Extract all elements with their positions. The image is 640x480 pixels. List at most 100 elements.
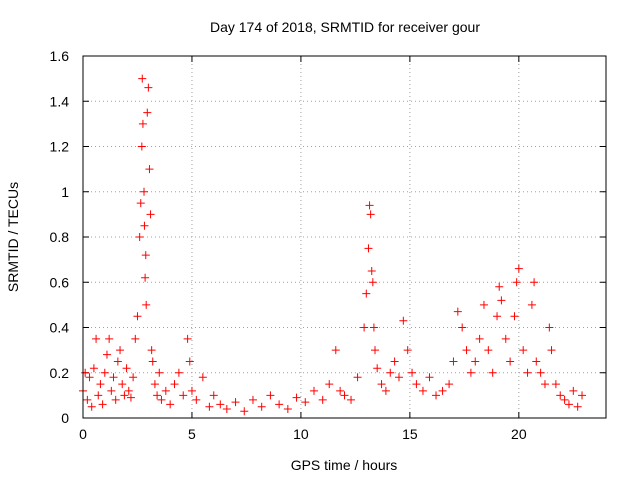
- data-point: [81, 368, 90, 377]
- data-point: [116, 346, 125, 355]
- gridlines: [83, 56, 606, 418]
- data-point: [569, 386, 578, 395]
- data-point: [92, 334, 101, 343]
- data-point: [556, 391, 565, 400]
- data-point: [540, 380, 549, 389]
- data-point: [347, 395, 356, 404]
- data-point: [102, 350, 111, 359]
- data-point: [551, 380, 560, 389]
- data-point: [532, 357, 541, 366]
- data-point: [100, 368, 109, 377]
- data-point: [113, 357, 122, 366]
- data-point: [365, 201, 374, 210]
- data-point: [309, 386, 318, 395]
- data-point: [105, 334, 114, 343]
- data-point: [145, 165, 154, 174]
- data-point: [98, 400, 107, 409]
- data-point: [510, 312, 519, 321]
- x-tick-label: 5: [188, 426, 196, 442]
- data-point: [514, 264, 523, 273]
- data-point: [530, 278, 539, 287]
- x-axis-label: GPS time / hours: [291, 457, 398, 473]
- data-point: [148, 357, 157, 366]
- data-point: [418, 386, 427, 395]
- data-point: [198, 373, 207, 382]
- data-point: [143, 108, 152, 117]
- data-point: [479, 300, 488, 309]
- data-point: [364, 244, 373, 253]
- data-point: [231, 398, 240, 407]
- data-point: [137, 142, 146, 151]
- data-point: [373, 364, 382, 373]
- data-point: [153, 391, 162, 400]
- y-tick-labels: 0 0.2 0.4 0.6 0.8 1 1.2 1.4 1.6: [50, 48, 70, 426]
- y-axis-label: SRMTID / TECUs: [5, 182, 21, 292]
- data-point: [471, 357, 480, 366]
- data-point: [475, 334, 484, 343]
- data-point: [179, 391, 188, 400]
- data-point: [174, 368, 183, 377]
- data-point: [325, 380, 334, 389]
- data-point: [131, 334, 140, 343]
- data-point: [399, 316, 408, 325]
- data-point: [222, 404, 231, 413]
- data-point: [138, 74, 147, 83]
- data-point: [536, 368, 545, 377]
- data-point: [87, 402, 96, 411]
- data-point: [185, 357, 194, 366]
- data-point: [257, 402, 266, 411]
- data-point: [488, 368, 497, 377]
- data-point: [340, 391, 349, 400]
- data-point: [512, 278, 521, 287]
- data-point: [367, 266, 376, 275]
- data-point: [381, 386, 390, 395]
- data-point: [147, 346, 156, 355]
- data-point: [523, 368, 532, 377]
- x-tick-labels: 0 5 10 15 20: [79, 426, 527, 442]
- data-point: [453, 307, 462, 316]
- data-point: [240, 407, 249, 416]
- data-point: [386, 368, 395, 377]
- data-point: [248, 395, 257, 404]
- data-point: [275, 400, 284, 409]
- data-point: [141, 251, 150, 260]
- data-point: [353, 373, 362, 382]
- data-point: [366, 210, 375, 219]
- data-point: [360, 323, 369, 332]
- data-point: [403, 346, 412, 355]
- data-point: [493, 312, 502, 321]
- data-point: [94, 391, 103, 400]
- data-point: [107, 386, 116, 395]
- data-point: [183, 334, 192, 343]
- data-point: [362, 289, 371, 298]
- data-point: [157, 395, 166, 404]
- data-point: [283, 404, 292, 413]
- data-point: [111, 395, 120, 404]
- data-point: [85, 373, 94, 382]
- data-point: [120, 391, 129, 400]
- x-tick-label: 20: [511, 426, 527, 442]
- data-point: [390, 357, 399, 366]
- y-tick-label: 1: [61, 184, 69, 200]
- data-point: [408, 368, 417, 377]
- data-point: [133, 312, 142, 321]
- data-point: [89, 364, 98, 373]
- data-point: [545, 323, 554, 332]
- data-point: [170, 380, 179, 389]
- y-tick-label: 1.4: [50, 93, 70, 109]
- chart-title: Day 174 of 2018, SRMTID for receiver gou…: [210, 19, 480, 35]
- data-point: [506, 357, 515, 366]
- data-point: [519, 346, 528, 355]
- data-point: [527, 300, 536, 309]
- x-tick-label: 10: [293, 426, 309, 442]
- data-point: [368, 278, 377, 287]
- data-point: [377, 380, 386, 389]
- data-point: [432, 391, 441, 400]
- data-point: [187, 386, 196, 395]
- data-point: [124, 386, 133, 395]
- y-tick-label: 0: [61, 410, 69, 426]
- data-point: [501, 334, 510, 343]
- data-point: [458, 323, 467, 332]
- data-point: [141, 273, 150, 282]
- data-point: [122, 364, 131, 373]
